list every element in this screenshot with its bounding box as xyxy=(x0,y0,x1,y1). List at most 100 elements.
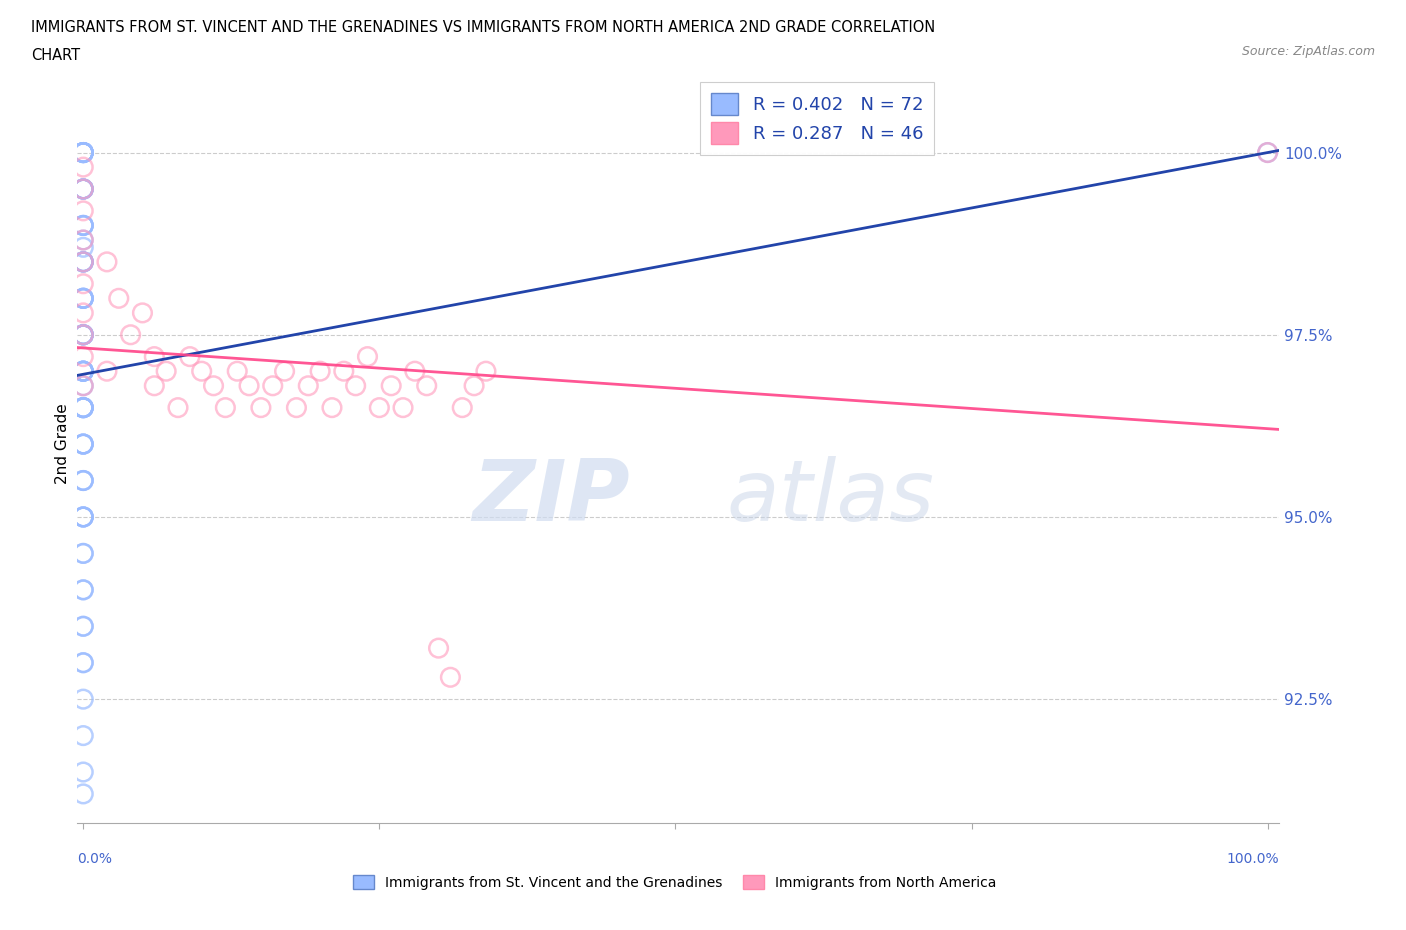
Point xyxy=(202,379,225,393)
Point xyxy=(285,400,308,415)
Point xyxy=(72,618,94,633)
Point xyxy=(72,255,94,270)
Point xyxy=(72,618,94,633)
Point xyxy=(72,291,94,306)
Point xyxy=(72,400,94,415)
Point xyxy=(72,400,94,415)
Point xyxy=(72,473,94,488)
Point xyxy=(155,364,177,379)
Point xyxy=(167,400,190,415)
Point xyxy=(72,473,94,488)
Point xyxy=(380,379,402,393)
Point xyxy=(190,364,212,379)
Text: IMMIGRANTS FROM ST. VINCENT AND THE GRENADINES VS IMMIGRANTS FROM NORTH AMERICA : IMMIGRANTS FROM ST. VINCENT AND THE GREN… xyxy=(31,20,935,35)
Point xyxy=(72,400,94,415)
Point xyxy=(72,218,94,232)
Point xyxy=(72,327,94,342)
Point xyxy=(404,364,426,379)
Point xyxy=(72,204,94,219)
Point xyxy=(1257,145,1279,160)
Point xyxy=(72,327,94,342)
Point xyxy=(72,787,94,802)
Point xyxy=(297,379,319,393)
Point xyxy=(72,400,94,415)
Point xyxy=(72,181,94,196)
Point xyxy=(72,764,94,779)
Point xyxy=(309,364,332,379)
Text: Source: ZipAtlas.com: Source: ZipAtlas.com xyxy=(1241,45,1375,58)
Point xyxy=(131,305,153,320)
Point xyxy=(72,160,94,175)
Point xyxy=(72,546,94,561)
Point xyxy=(72,692,94,707)
Point xyxy=(72,364,94,379)
Point xyxy=(250,400,273,415)
Point xyxy=(392,400,415,415)
Point xyxy=(214,400,236,415)
Point xyxy=(72,218,94,232)
Point xyxy=(226,364,249,379)
Point xyxy=(107,291,129,306)
Point xyxy=(72,400,94,415)
Point xyxy=(72,145,94,160)
Point xyxy=(415,379,437,393)
Point xyxy=(72,291,94,306)
Point xyxy=(72,255,94,270)
Point xyxy=(96,255,118,270)
Point xyxy=(321,400,343,415)
Point xyxy=(72,291,94,306)
Point xyxy=(463,379,485,393)
Point xyxy=(72,327,94,342)
Point xyxy=(72,181,94,196)
Point xyxy=(72,582,94,597)
Point xyxy=(143,379,166,393)
Point xyxy=(72,232,94,247)
Point xyxy=(1257,145,1279,160)
Text: atlas: atlas xyxy=(727,456,935,538)
Point xyxy=(72,582,94,597)
Point xyxy=(262,379,284,393)
Point xyxy=(72,145,94,160)
Y-axis label: 2nd Grade: 2nd Grade xyxy=(55,404,70,485)
Point xyxy=(72,218,94,232)
Point xyxy=(72,349,94,364)
Point xyxy=(72,400,94,415)
Point xyxy=(72,291,94,306)
Point xyxy=(72,364,94,379)
Point xyxy=(72,276,94,291)
Point xyxy=(72,327,94,342)
Point xyxy=(72,546,94,561)
Point xyxy=(143,349,166,364)
Point xyxy=(72,305,94,320)
Point xyxy=(238,379,260,393)
Point xyxy=(72,656,94,671)
Point xyxy=(72,240,94,255)
Point xyxy=(72,145,94,160)
Point xyxy=(439,670,461,684)
Point xyxy=(72,145,94,160)
Text: 0.0%: 0.0% xyxy=(77,852,112,866)
Point xyxy=(72,728,94,743)
Text: 100.0%: 100.0% xyxy=(1227,852,1279,866)
Legend: Immigrants from St. Vincent and the Grenadines, Immigrants from North America: Immigrants from St. Vincent and the Gren… xyxy=(347,870,1002,896)
Point xyxy=(72,437,94,452)
Point xyxy=(427,641,450,656)
Point xyxy=(96,364,118,379)
Text: ZIP: ZIP xyxy=(472,456,630,538)
Point xyxy=(72,510,94,525)
Point xyxy=(72,145,94,160)
Point xyxy=(72,181,94,196)
Point xyxy=(72,656,94,671)
Point xyxy=(451,400,474,415)
Point xyxy=(72,255,94,270)
Point xyxy=(72,437,94,452)
Point xyxy=(72,510,94,525)
Legend: R = 0.402   N = 72, R = 0.287   N = 46: R = 0.402 N = 72, R = 0.287 N = 46 xyxy=(700,82,934,154)
Point xyxy=(72,379,94,393)
Point xyxy=(72,364,94,379)
Point xyxy=(475,364,498,379)
Point xyxy=(72,510,94,525)
Point xyxy=(72,232,94,247)
Point xyxy=(72,327,94,342)
Point xyxy=(72,255,94,270)
